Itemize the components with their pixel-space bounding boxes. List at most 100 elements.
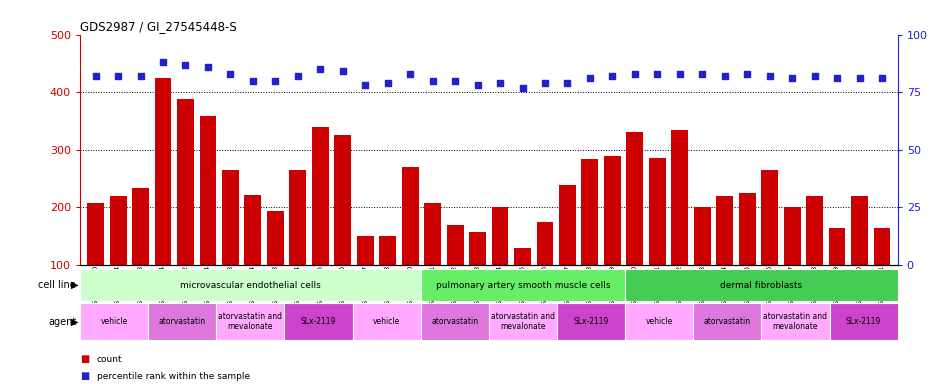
Text: atorvastatin and
mevalonate: atorvastatin and mevalonate (218, 312, 282, 331)
Bar (829, 228, 845, 323)
Bar (739, 193, 756, 323)
Bar (492, 207, 509, 323)
Point (695, 71, 710, 77)
Point (829, 75, 844, 81)
Text: agent: agent (48, 316, 76, 327)
Point (111, 73, 126, 79)
Bar (421, 269, 625, 301)
Bar (873, 228, 890, 323)
Text: GDS2987 / GI_27545448-S: GDS2987 / GI_27545448-S (80, 20, 237, 33)
Point (313, 66, 328, 72)
Bar (222, 170, 239, 323)
Point (133, 73, 149, 79)
Bar (149, 303, 216, 340)
Bar (216, 303, 284, 340)
Bar (335, 136, 352, 323)
Bar (244, 195, 261, 323)
Text: ■: ■ (80, 354, 89, 364)
Bar (625, 269, 898, 301)
Point (583, 75, 598, 81)
Bar (489, 303, 556, 340)
Point (155, 59, 170, 65)
Bar (290, 170, 306, 323)
Text: atorvastatin: atorvastatin (431, 317, 478, 326)
Bar (626, 132, 643, 323)
Bar (716, 196, 733, 323)
Point (785, 75, 800, 81)
Bar (761, 170, 778, 323)
Text: dermal fibroblasts: dermal fibroblasts (720, 281, 803, 290)
Bar (80, 303, 149, 340)
Bar (424, 204, 441, 323)
Text: atorvastatin and
mevalonate: atorvastatin and mevalonate (763, 312, 827, 331)
Point (627, 71, 642, 77)
Bar (379, 236, 396, 323)
Bar (514, 248, 531, 323)
Text: atorvastatin: atorvastatin (159, 317, 206, 326)
Point (88, 73, 103, 79)
Text: SLx-2119: SLx-2119 (846, 317, 882, 326)
Bar (761, 303, 829, 340)
Bar (110, 196, 127, 323)
Bar (807, 196, 823, 323)
Bar (693, 303, 761, 340)
Point (358, 82, 373, 88)
Bar (582, 159, 599, 323)
Bar (851, 196, 868, 323)
Bar (312, 127, 329, 323)
Text: percentile rank within the sample: percentile rank within the sample (97, 372, 250, 381)
Point (874, 75, 889, 81)
Bar (559, 185, 576, 323)
Point (515, 84, 530, 91)
Text: atorvastatin: atorvastatin (704, 317, 751, 326)
Point (178, 61, 193, 68)
Bar (133, 189, 149, 323)
Bar (784, 207, 801, 323)
Text: SLx-2119: SLx-2119 (573, 317, 609, 326)
Point (223, 71, 238, 77)
Bar (649, 159, 666, 323)
Point (200, 64, 215, 70)
Bar (556, 303, 625, 340)
Point (560, 80, 575, 86)
Bar (352, 303, 421, 340)
Point (807, 73, 822, 79)
Text: ▶: ▶ (70, 316, 78, 327)
Text: ▶: ▶ (70, 280, 78, 290)
Point (493, 80, 508, 86)
Text: pulmonary artery smooth muscle cells: pulmonary artery smooth muscle cells (435, 281, 610, 290)
Bar (625, 303, 693, 340)
Text: atorvastatin and
mevalonate: atorvastatin and mevalonate (491, 312, 555, 331)
Bar (357, 236, 374, 323)
Text: microvascular endothelial cells: microvascular endothelial cells (180, 281, 321, 290)
Bar (80, 269, 421, 301)
Bar (829, 303, 898, 340)
Text: ■: ■ (80, 371, 89, 381)
Bar (469, 232, 486, 323)
Point (650, 71, 665, 77)
Point (538, 80, 553, 86)
Bar (154, 78, 171, 323)
Bar (267, 211, 284, 323)
Text: count: count (97, 354, 122, 364)
Point (470, 82, 485, 88)
Text: vehicle: vehicle (646, 317, 673, 326)
Bar (603, 156, 620, 323)
Bar (446, 225, 463, 323)
Bar (694, 207, 711, 323)
Point (245, 78, 260, 84)
Point (852, 75, 867, 81)
Point (425, 78, 440, 84)
Bar (671, 130, 688, 323)
Point (268, 78, 283, 84)
Point (290, 73, 306, 79)
Point (447, 78, 462, 84)
Text: SLx-2119: SLx-2119 (301, 317, 337, 326)
Point (717, 73, 732, 79)
Bar (401, 167, 418, 323)
Point (402, 71, 417, 77)
Point (336, 68, 351, 74)
Bar (177, 99, 194, 323)
Text: vehicle: vehicle (373, 317, 400, 326)
Bar (421, 303, 489, 340)
